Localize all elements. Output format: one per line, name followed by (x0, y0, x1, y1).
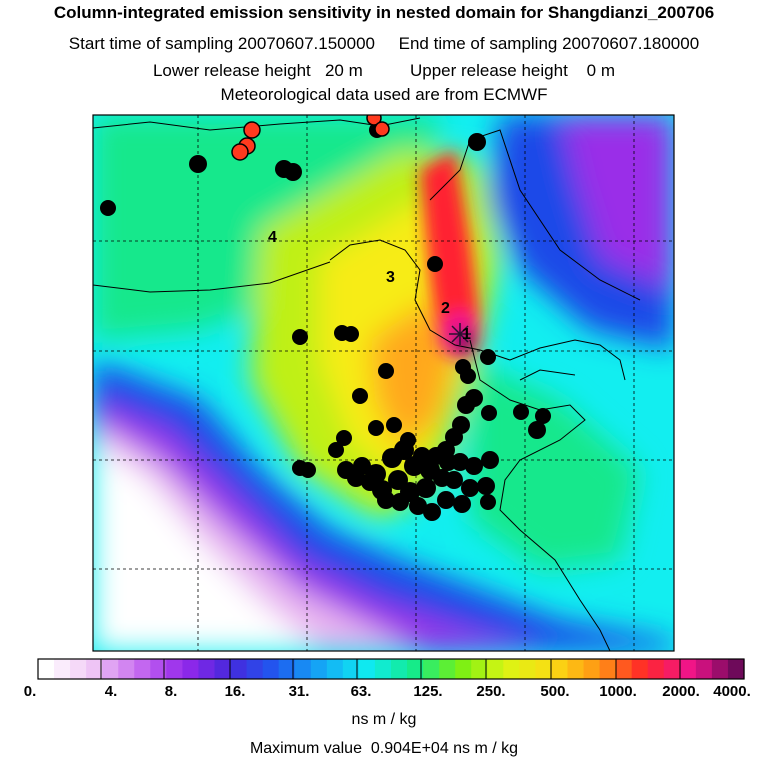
colorbar-tick-label: 8. (164, 683, 178, 700)
colorbar-segment (86, 659, 103, 679)
colorbar-segment (198, 659, 216, 679)
colorbar-tick-label: 4. (104, 683, 118, 700)
receptor-station-icon (449, 323, 471, 345)
colorbar-segment (679, 659, 697, 679)
colorbar-segment (695, 659, 713, 679)
colorbar-segment (615, 659, 633, 679)
colorbar-segment (118, 659, 135, 679)
colorbar-segment (551, 659, 569, 679)
release-height-line: Lower release height 20 m Upper release … (152, 61, 616, 80)
colorbar-segment (567, 659, 585, 679)
colorbar-segment (134, 659, 151, 679)
colorbar-tick-label: 125. (413, 683, 443, 700)
colorbar-tick-label: 2000. (662, 683, 700, 700)
colorbar-segment (246, 659, 264, 679)
sensitivity-shading (93, 115, 674, 651)
colorbar-segment (487, 659, 504, 679)
colorbar-segment (455, 659, 472, 679)
colorbar-segment (663, 659, 681, 679)
colorbar-segment (214, 659, 232, 679)
colorbar-segment (278, 659, 296, 679)
contour-label: 4 (268, 229, 277, 246)
contour-label: 2 (441, 300, 450, 317)
colorbar-segment (471, 659, 488, 679)
figure-title: Column-integrated emission sensitivity i… (53, 3, 715, 22)
colorbar-segments (37, 659, 745, 679)
colorbar-segment (166, 659, 184, 679)
colorbar-segment (535, 659, 553, 679)
colorbar-segment (230, 659, 248, 679)
colorbar-segment (631, 659, 649, 679)
colorbar-segment (262, 659, 280, 679)
map-field (93, 115, 674, 651)
colorbar-segment (358, 659, 376, 679)
colorbar-tick-label: 4000. (713, 683, 751, 700)
colorbar-tick-label: 0. (23, 683, 37, 700)
colorbar-segment (503, 659, 520, 679)
colorbar-segment (727, 659, 745, 679)
colorbar-segment (647, 659, 665, 679)
colorbar-unit: ns m / kg (351, 711, 417, 728)
colorbar-segment (374, 659, 392, 679)
contour-label: 3 (386, 269, 395, 286)
colorbar-segment (342, 659, 360, 679)
colorbar-tick-label: 63. (350, 683, 372, 700)
colorbar-segment (583, 659, 601, 679)
colorbar-tick-label: 16. (224, 683, 246, 700)
colorbar-segment (38, 659, 55, 679)
colorbar-segment (150, 659, 167, 679)
colorbar-segment (54, 659, 71, 679)
release-markers (231, 115, 390, 161)
colorbar-frame (37, 658, 745, 680)
colorbar-tick-label: 31. (288, 683, 310, 700)
colorbar-segment (326, 659, 344, 679)
colorbar-segment (70, 659, 87, 679)
colorbar-segment (599, 659, 617, 679)
colorbar-segment (439, 659, 456, 679)
sampling-time-line: Start time of sampling 20070607.150000 E… (68, 34, 700, 53)
map-frame (92, 114, 675, 652)
colorbar-tick-label: 250. (476, 683, 506, 700)
maximum-value-text: Maximum value 0.904E+04 ns m / kg (249, 740, 519, 757)
particle-markers (100, 122, 551, 521)
colorbar-segment (711, 659, 729, 679)
colorbar-segment (391, 659, 408, 679)
colorbar-segment (407, 659, 424, 679)
colorbar-segment (423, 659, 440, 679)
meteorological-data-line: Meteorological data used are from ECMWF (220, 85, 548, 104)
colorbar-segment (294, 659, 312, 679)
lat-lon-grid (93, 115, 674, 651)
contour-label: 1 (462, 326, 471, 343)
colorbar-segment (310, 659, 328, 679)
colorbar-tick-label: 500. (540, 683, 570, 700)
colorbar-segment (182, 659, 200, 679)
colorbar-segment (519, 659, 537, 679)
colorbar-segment (102, 659, 119, 679)
colorbar-tick-label: 1000. (599, 683, 637, 700)
